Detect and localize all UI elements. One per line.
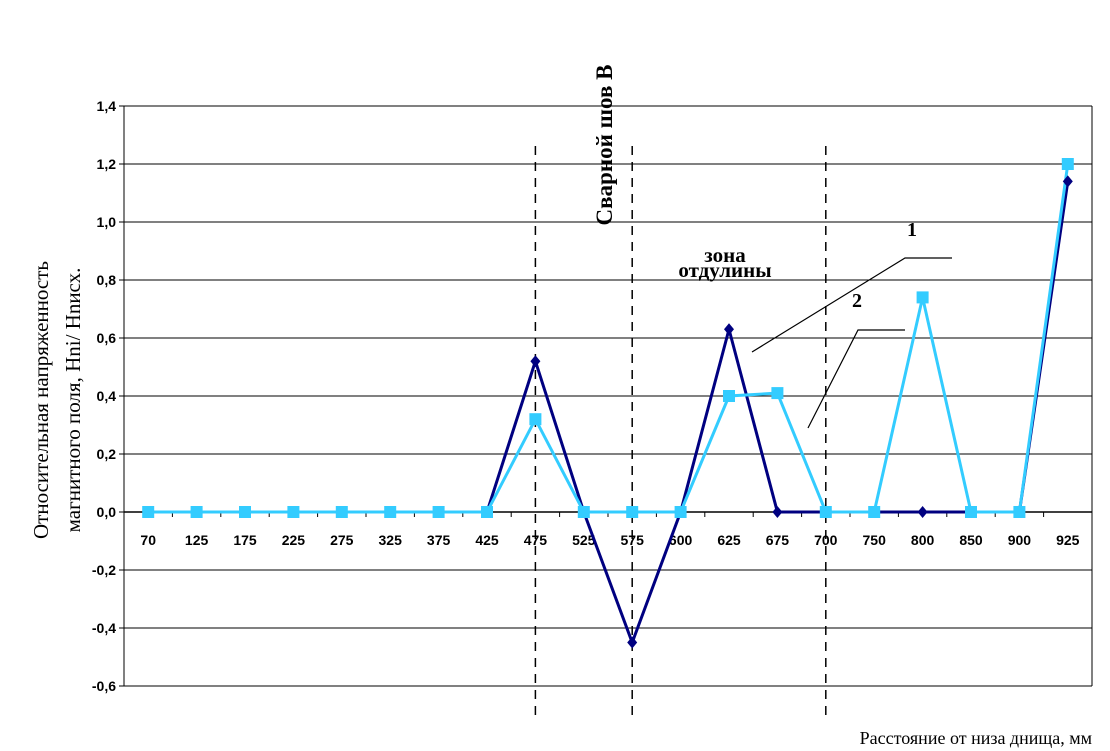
x-tick-label: 175 — [233, 532, 257, 548]
series-2-line — [148, 163, 1070, 514]
series-2-callout-label: 2 — [852, 290, 862, 312]
grid-lines — [124, 105, 1092, 687]
y-tick-label: 1,0 — [97, 214, 117, 230]
series-1-callout-line — [751, 257, 952, 353]
x-tick-label: 850 — [959, 532, 983, 548]
x-tick-label: 800 — [911, 532, 935, 548]
y-axis-label-line-1: Относительная напряженность — [29, 261, 53, 539]
series-1-point — [530, 355, 541, 368]
series-2-point — [723, 390, 735, 402]
series-group — [142, 158, 1074, 649]
x-axis-label: Расстояние от низа днища, мм — [860, 728, 1092, 748]
series-2-point — [529, 413, 542, 426]
series-2-callout-line — [807, 329, 905, 429]
y-tick-label: -0,6 — [92, 678, 116, 694]
x-tick-label: 575 — [621, 532, 645, 548]
y-tick-label: 0,2 — [97, 446, 117, 462]
x-tick-label: 700 — [814, 532, 838, 548]
series-1-line — [148, 181, 1070, 647]
y-tick-label: -0,2 — [92, 562, 116, 578]
series-1-callout-label: 1 — [907, 219, 917, 241]
x-tick-label: 425 — [475, 532, 499, 548]
series-2-point — [626, 506, 639, 518]
series-2-point — [287, 506, 300, 518]
series-2-point — [384, 506, 397, 518]
zone-label-line-1: зона — [704, 243, 746, 267]
x-tick-label: 625 — [717, 532, 741, 548]
x-tick-label: 225 — [282, 532, 306, 548]
x-tick-label: 375 — [427, 532, 451, 548]
x-tick-label: 525 — [572, 532, 596, 548]
series-2-point — [432, 506, 445, 518]
x-tick-label: 675 — [766, 532, 790, 548]
series-1-point — [917, 506, 928, 518]
series-2-point — [674, 506, 687, 518]
y-tick-label: -0,4 — [92, 620, 116, 636]
x-tick-label: 125 — [185, 532, 209, 548]
series-2-point — [819, 506, 832, 518]
y-axis-label-line-2: магнитного поля, Hni/ Hnисх. — [61, 268, 85, 533]
y-tick-label: 0,6 — [97, 330, 117, 346]
zone-label-line-2: отдулины — [678, 258, 771, 282]
x-tick-label: 600 — [669, 532, 693, 548]
series-2-point — [965, 506, 977, 518]
series-2-point — [916, 291, 929, 304]
series-2-point — [577, 506, 590, 518]
weld-seam-label: Сварной шов В — [592, 65, 617, 226]
x-tick-label: 325 — [379, 532, 403, 548]
y-tick-label: 0,0 — [97, 504, 117, 520]
series-2-point — [771, 387, 784, 400]
tick-labels: 1,41,21,00,80,60,40,20,0-0,2-0,4-0,670 12… — [92, 98, 1080, 694]
y-tick-label: 1,4 — [97, 98, 117, 114]
x-tick-label: 275 — [330, 532, 354, 548]
series-2-point — [142, 506, 155, 518]
series-2-point — [1013, 506, 1026, 518]
zone-boundary-lines — [534, 146, 827, 722]
x-tick-label: 70 — [140, 532, 156, 548]
series-1-point — [724, 323, 734, 336]
series-2-point — [190, 506, 203, 518]
x-tick-label: 900 — [1008, 532, 1032, 548]
y-tick-label: 0,4 — [97, 388, 117, 404]
series-2-point — [868, 506, 881, 518]
x-tick-label: 750 — [863, 532, 887, 548]
series-2-point — [239, 506, 251, 518]
x-tick-label: 925 — [1056, 532, 1080, 548]
x-tick-label: 475 — [524, 532, 548, 548]
series-1-point — [772, 506, 783, 518]
y-tick-label: 0,8 — [97, 272, 117, 288]
series-2-point — [335, 506, 348, 518]
series-1-point — [1062, 175, 1073, 188]
series-2-point — [481, 506, 493, 518]
series-2-point — [1061, 158, 1074, 170]
y-tick-label: 1,2 — [97, 156, 117, 172]
series-1-point — [627, 636, 638, 649]
